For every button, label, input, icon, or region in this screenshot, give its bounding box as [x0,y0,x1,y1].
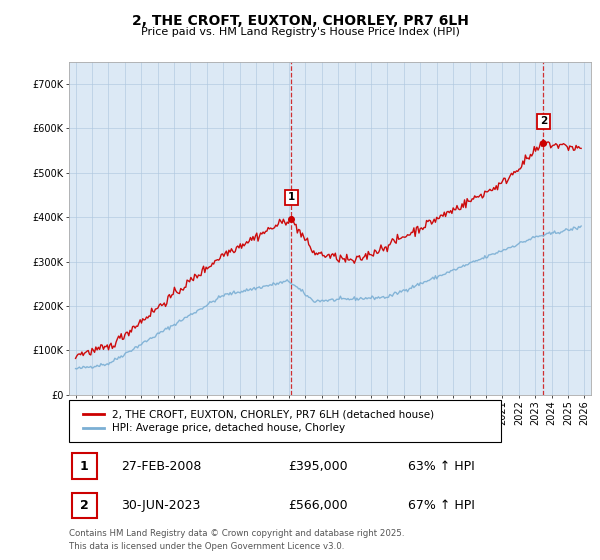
Text: Price paid vs. HM Land Registry's House Price Index (HPI): Price paid vs. HM Land Registry's House … [140,27,460,37]
Text: 1: 1 [80,460,89,473]
Text: 30-JUN-2023: 30-JUN-2023 [121,499,200,512]
Text: 63% ↑ HPI: 63% ↑ HPI [409,460,475,473]
Legend: 2, THE CROFT, EUXTON, CHORLEY, PR7 6LH (detached house), HPI: Average price, det: 2, THE CROFT, EUXTON, CHORLEY, PR7 6LH (… [79,405,438,438]
Text: 67% ↑ HPI: 67% ↑ HPI [409,499,475,512]
Text: 27-FEB-2008: 27-FEB-2008 [121,460,202,473]
Text: £566,000: £566,000 [288,499,348,512]
Text: 2: 2 [540,116,547,127]
FancyBboxPatch shape [71,493,97,518]
FancyBboxPatch shape [71,454,97,479]
Text: 2, THE CROFT, EUXTON, CHORLEY, PR7 6LH: 2, THE CROFT, EUXTON, CHORLEY, PR7 6LH [131,14,469,28]
Text: £395,000: £395,000 [288,460,348,473]
Text: 1: 1 [288,193,295,202]
Text: 2: 2 [80,499,89,512]
Text: Contains HM Land Registry data © Crown copyright and database right 2025.
This d: Contains HM Land Registry data © Crown c… [69,529,404,550]
